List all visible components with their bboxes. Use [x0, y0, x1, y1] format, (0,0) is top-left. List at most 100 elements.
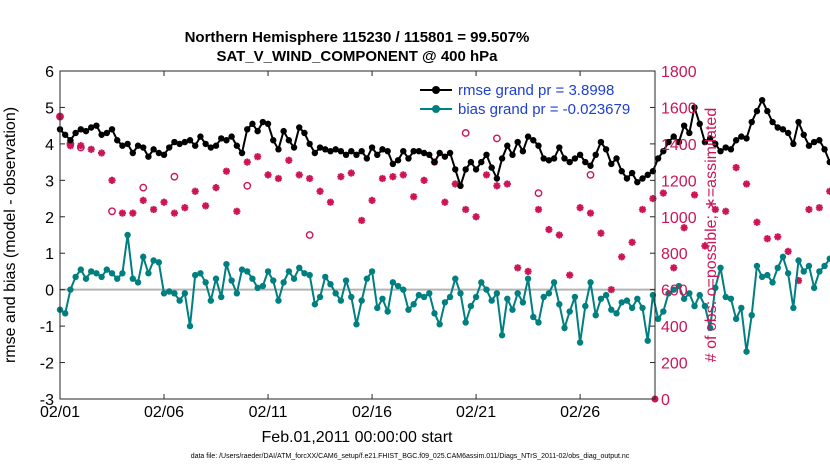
rmse-point [446, 149, 454, 157]
bias-point [795, 257, 802, 264]
obs-assimilated-marker [545, 225, 553, 234]
bias-point [602, 291, 610, 299]
obs-assimilated-marker [566, 271, 574, 279]
bias-point [446, 293, 454, 301]
bias-point [342, 277, 350, 284]
bias-point [353, 321, 360, 328]
bias-point [613, 310, 620, 317]
bias-point [244, 268, 251, 275]
obs-assimilated-marker [607, 286, 615, 294]
rmse-point [296, 124, 303, 131]
rmse-point [712, 140, 719, 148]
bias-point [810, 284, 818, 292]
rmse-point [613, 155, 620, 162]
bias-point [186, 322, 194, 330]
rmse-point [686, 129, 693, 137]
bias-point [363, 275, 371, 282]
y-left-tick-label: -2 [40, 356, 54, 373]
bias-point [498, 332, 506, 339]
bias-point [472, 293, 480, 301]
bias-point [285, 268, 293, 275]
obs-assimilated-marker [378, 174, 387, 183]
bias-point [504, 295, 511, 302]
obs-assimilated-marker [337, 173, 345, 181]
data-file-footnote: data file: /Users/raeder/DAI/ATM_forcXX/… [191, 453, 630, 460]
obs-possible-marker [170, 172, 179, 181]
rmse-point [264, 120, 272, 128]
x-tick-label: 02/01 [40, 404, 80, 421]
y-left-tick-label: -1 [40, 319, 54, 336]
obs-assimilated-marker [254, 153, 262, 161]
bias-point [467, 302, 475, 310]
bias-point [545, 290, 553, 297]
rmse-point [498, 155, 506, 162]
rmse-point [436, 149, 443, 157]
obs-assimilated-marker [399, 171, 407, 179]
bias-point [176, 297, 183, 304]
y-right-tick-label: 1600 [661, 100, 697, 117]
rmse-point [441, 153, 449, 160]
bias-point [405, 306, 412, 313]
bias-point [483, 286, 490, 293]
bias-point [103, 266, 111, 273]
y-left-tick-label: 2 [45, 210, 54, 227]
rmse-point [431, 158, 438, 166]
obs-assimilated-marker [690, 191, 699, 199]
obs-assimilated-marker [493, 182, 501, 190]
rmse-point [608, 160, 615, 168]
rmse-point [254, 127, 261, 135]
rmse-point [795, 118, 802, 126]
rmse-point [618, 168, 625, 175]
rmse-point [62, 131, 69, 138]
obs-assimilated-marker [774, 233, 782, 241]
y-left-tick-label: 3 [45, 173, 54, 190]
rmse-point [753, 107, 761, 115]
bias-point [420, 293, 428, 301]
obs-assimilated-marker [514, 264, 522, 272]
bias-point [701, 302, 709, 310]
obs-assimilated-marker [212, 184, 220, 192]
bias-point [779, 253, 787, 261]
rmse-point [774, 124, 781, 131]
bias-point [67, 286, 74, 293]
obs-assimilated-marker [742, 180, 751, 188]
bias-point [400, 286, 407, 293]
rmse-point [587, 162, 594, 169]
bias-point [192, 271, 199, 279]
rmse-point [530, 137, 537, 144]
rmse-point [478, 158, 485, 166]
obs-assimilated-marker [170, 209, 179, 217]
obs-assimilated-marker [555, 231, 563, 239]
obs-assimilated-marker [118, 209, 127, 217]
y-right-tick-label: 1000 [661, 210, 697, 227]
rmse-point [597, 138, 605, 146]
rmse-point [171, 138, 178, 146]
bias-point [665, 290, 672, 297]
bias-point [389, 279, 397, 286]
y-left-tick-label: 0 [45, 283, 54, 300]
rmse-point [415, 147, 423, 155]
bias-point [712, 284, 719, 292]
bias-point [540, 293, 547, 301]
bias-point [738, 304, 745, 312]
rmse-point [327, 147, 334, 155]
bias-point [821, 262, 828, 270]
rmse-point [363, 155, 371, 162]
y-axis-left: 6 5 4 3 2 1 0 -1 -2 -3 [40, 64, 65, 409]
rmse-point [119, 142, 126, 149]
rmse-point [514, 138, 521, 146]
bias-point [77, 266, 85, 273]
rmse-point [400, 147, 407, 155]
obs-assimilated-marker [316, 187, 324, 195]
rmse-point [540, 155, 547, 162]
bias-point [670, 286, 677, 293]
bias-point [259, 282, 267, 290]
rmse-point [207, 144, 215, 151]
bias-point [394, 282, 402, 290]
bias-point [98, 273, 105, 281]
rmse-point [779, 126, 787, 133]
obs-possible-marker [305, 231, 314, 239]
bias-point [160, 290, 168, 297]
rmse-point [93, 122, 100, 129]
x-tick-label: 02/26 [560, 404, 600, 421]
